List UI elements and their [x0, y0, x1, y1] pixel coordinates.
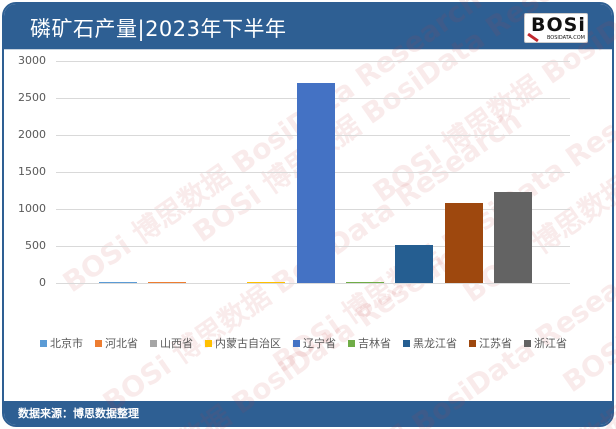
y-axis-tick-label: 0 [39, 276, 46, 289]
bar-1[interactable] [99, 281, 137, 283]
legend-label: 辽宁省 [303, 337, 336, 350]
legend-swatch-icon [40, 339, 47, 347]
legend-label: 山西省 [160, 337, 193, 350]
legend-label: 吉林省 [358, 337, 391, 350]
legend-label: 江苏省 [479, 337, 512, 350]
legend-swatch-icon [293, 339, 300, 347]
legend-swatch-icon [403, 339, 410, 347]
legend-item[interactable]: 浙江省 [524, 335, 567, 351]
y-axis-tick-label: 2500 [18, 91, 46, 104]
footer-bar: 数据来源：博思数据整理 [4, 401, 612, 425]
legend-label: 内蒙古自治区 [215, 337, 281, 350]
legend-swatch-icon [524, 339, 531, 347]
legend-swatch-icon [205, 339, 212, 347]
data-source-text: 数据来源：博思数据整理 [18, 407, 139, 420]
legend-item[interactable]: 江苏省 [469, 335, 512, 351]
y-axis-tick-label: 1000 [18, 202, 46, 215]
bar-8[interactable] [445, 203, 483, 283]
bosi-logo: BOSi BOSIDATA.COM [524, 13, 588, 43]
legend-label: 浙江省 [534, 337, 567, 350]
bar-4[interactable] [247, 281, 285, 283]
bar-5[interactable] [297, 83, 335, 283]
gridline [56, 283, 570, 284]
y-axis-tick-label: 3000 [18, 54, 46, 67]
legend-label: 北京市 [50, 337, 83, 350]
y-axis-tick-label: 500 [25, 239, 46, 252]
legend-item[interactable]: 河北省 [95, 335, 138, 351]
watermark: BOSi 博思数据 BosiData Research [366, 0, 616, 209]
legend-item[interactable]: 黑龙江省 [403, 335, 457, 351]
legend-item[interactable]: 北京市 [40, 335, 83, 351]
logo-text: BOSi [531, 14, 586, 36]
header-bar: 磷矿石产量|2023年下半年 BOSi BOSIDATA.COM [4, 4, 612, 50]
legend-label: 河北省 [105, 337, 138, 350]
legend-swatch-icon [95, 339, 102, 347]
y-axis-tick-label: 1500 [18, 165, 46, 178]
legend-swatch-icon [469, 339, 476, 347]
logo-subtext: BOSIDATA.COM [546, 35, 585, 41]
watermark: BOSi 博思数据 BosiData Research [554, 179, 616, 429]
watermark: BOSi 博思数据 BosiData Research [186, 0, 616, 249]
chart-legend: 北京市 河北省 山西省 内蒙古自治区 辽宁省 吉林省 黑龙江省 江苏省 浙江省 [40, 333, 600, 353]
y-axis-tick-label: 2000 [18, 128, 46, 141]
legend-item[interactable]: 内蒙古自治区 [205, 335, 281, 351]
gridline [56, 61, 570, 62]
legend-swatch-icon [150, 339, 157, 347]
legend-item[interactable]: 山西省 [150, 335, 193, 351]
bar-2[interactable] [148, 281, 186, 283]
bar-6[interactable] [346, 281, 384, 283]
legend-swatch-icon [348, 339, 355, 347]
chart-title: 磷矿石产量|2023年下半年 [30, 17, 287, 41]
bar-7[interactable] [395, 245, 433, 283]
legend-label: 黑龙江省 [413, 337, 457, 350]
legend-item[interactable]: 吉林省 [348, 335, 391, 351]
legend-item[interactable]: 辽宁省 [293, 335, 336, 351]
bar-9[interactable] [494, 191, 532, 283]
